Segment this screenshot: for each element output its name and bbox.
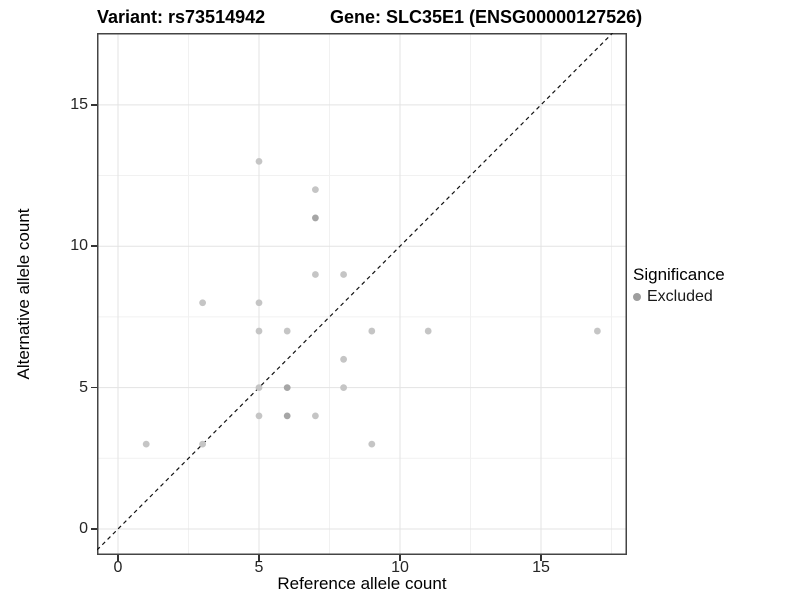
- x-axis-tick: [540, 555, 542, 561]
- x-tick-label: 15: [532, 559, 550, 576]
- data-point: [312, 186, 319, 194]
- data-point: [142, 440, 150, 448]
- data-point: [255, 412, 263, 420]
- data-point: [312, 214, 319, 222]
- legend: Significance Excluded: [633, 265, 725, 306]
- data-point: [255, 327, 263, 335]
- data-point: [368, 327, 376, 335]
- y-axis-tick: [91, 104, 97, 106]
- data-point: [283, 384, 291, 391]
- data-point: [340, 355, 348, 363]
- y-axis-tick: [91, 386, 97, 389]
- x-axis-tick: [399, 555, 401, 561]
- data-point: [255, 157, 263, 165]
- data-point: [255, 384, 263, 391]
- data-point: [593, 327, 601, 335]
- data-point: [255, 299, 263, 307]
- panel-border: [97, 33, 627, 555]
- data-point: [340, 271, 348, 278]
- data-point: [312, 412, 319, 420]
- legend-title: Significance: [633, 265, 725, 284]
- plot-title-variant: Variant: rs73514942: [97, 7, 266, 27]
- data-point: [199, 299, 207, 307]
- y-axis-tick: [91, 245, 97, 247]
- data-point: [340, 384, 348, 391]
- x-tick-label: 0: [113, 559, 123, 576]
- y-tick-label: 10: [70, 237, 88, 255]
- y-axis-title: Alternative allele count: [14, 208, 33, 380]
- x-axis-tick: [117, 555, 119, 561]
- plot-title-gene: Gene: SLC35E1 (ENSG00000127526): [330, 7, 643, 27]
- data-point: [283, 327, 291, 335]
- data-point: [368, 440, 376, 448]
- legend-item-label: Excluded: [647, 288, 713, 305]
- x-axis-title: Reference allele count: [277, 574, 447, 593]
- x-axis-tick: [258, 555, 260, 561]
- y-axis-tick: [91, 528, 97, 530]
- data-point: [199, 440, 207, 448]
- data-point: [283, 412, 291, 420]
- y-tick-label: 5: [79, 378, 88, 396]
- y-tick-label: 15: [70, 95, 88, 113]
- plot-panel: [97, 33, 627, 555]
- x-tick-label: 10: [391, 559, 409, 576]
- data-point: [312, 271, 319, 278]
- x-tick-label: 5: [254, 559, 264, 576]
- y-tick-label: 0: [79, 519, 88, 537]
- identity-line: [97, 33, 614, 551]
- data-point: [424, 327, 432, 335]
- legend-item-excluded: Excluded: [633, 288, 725, 306]
- legend-point-icon: [633, 293, 641, 301]
